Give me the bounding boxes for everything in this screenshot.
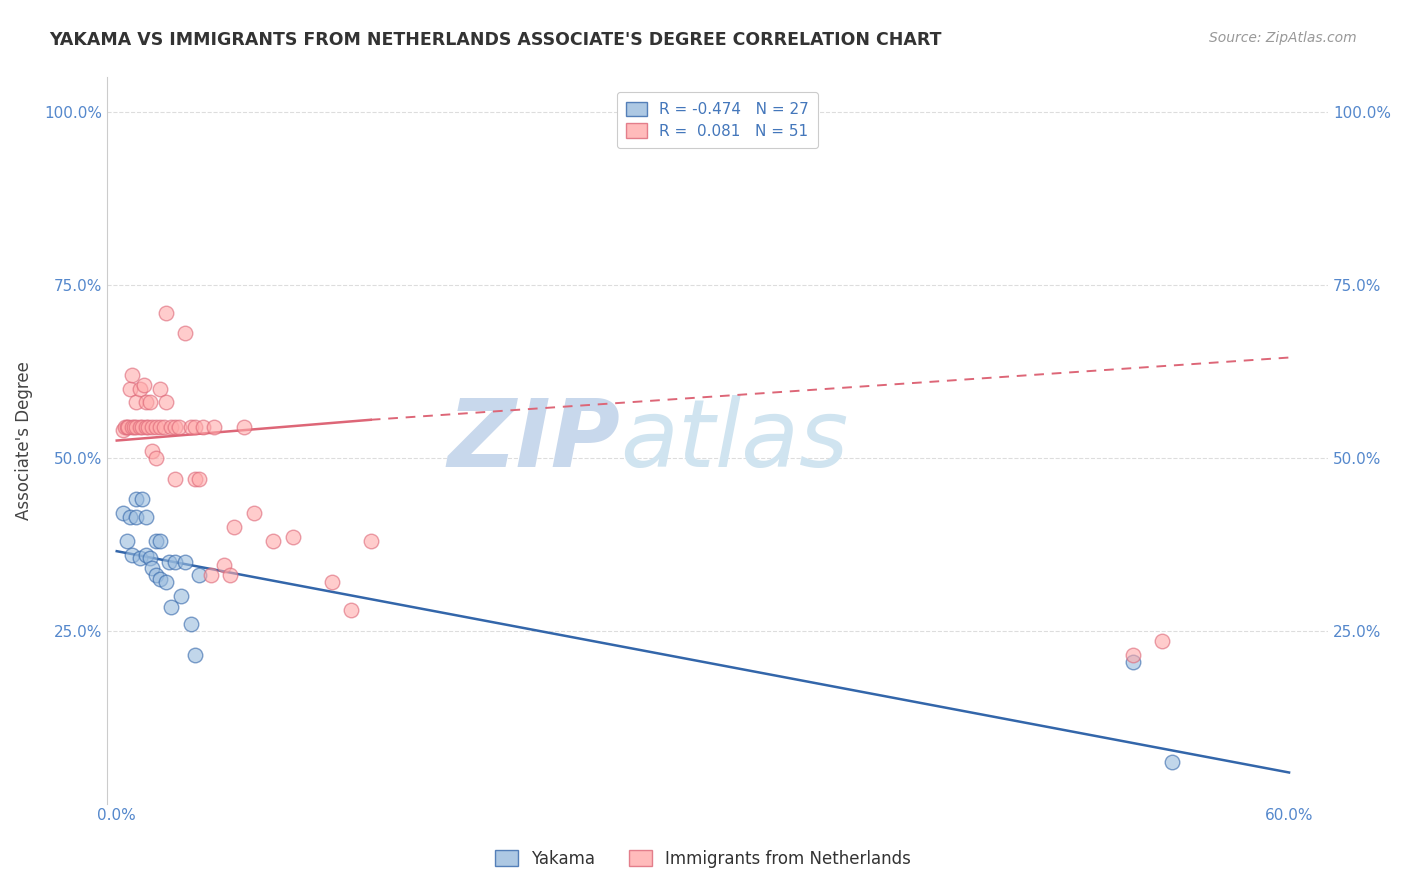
- Point: [200, 568, 222, 582]
- Text: Source: ZipAtlas.com: Source: ZipAtlas.com: [1209, 31, 1357, 45]
- Point: [191, 419, 214, 434]
- Point: [136, 419, 159, 434]
- Point: [131, 492, 153, 507]
- Point: [212, 558, 235, 572]
- Point: [121, 419, 143, 434]
- Point: [169, 419, 191, 434]
- Legend: Yakama, Immigrants from Netherlands: Yakama, Immigrants from Netherlands: [488, 844, 918, 875]
- Point: [121, 368, 143, 382]
- Point: [160, 599, 183, 614]
- Text: ZIP: ZIP: [447, 394, 620, 486]
- Point: [149, 382, 172, 396]
- Point: [125, 395, 148, 409]
- Point: [129, 419, 152, 434]
- Point: [262, 533, 284, 548]
- Point: [155, 305, 177, 319]
- Point: [174, 555, 197, 569]
- Point: [145, 568, 167, 582]
- Point: [321, 575, 343, 590]
- Point: [360, 533, 382, 548]
- Point: [149, 419, 172, 434]
- Point: [1122, 648, 1144, 662]
- Point: [184, 419, 207, 434]
- Point: [125, 509, 148, 524]
- Point: [170, 589, 193, 603]
- Text: atlas: atlas: [620, 395, 848, 486]
- Point: [174, 326, 197, 341]
- Point: [145, 450, 167, 465]
- Point: [141, 419, 163, 434]
- Point: [120, 509, 142, 524]
- Point: [124, 419, 146, 434]
- Point: [165, 419, 187, 434]
- Point: [139, 551, 162, 566]
- Point: [1160, 755, 1182, 769]
- Point: [139, 395, 162, 409]
- Point: [149, 533, 172, 548]
- Point: [232, 419, 254, 434]
- Point: [141, 443, 163, 458]
- Point: [219, 568, 242, 582]
- Point: [121, 548, 143, 562]
- Point: [152, 419, 174, 434]
- Point: [129, 551, 152, 566]
- Point: [117, 419, 139, 434]
- Point: [115, 419, 138, 434]
- Point: [242, 506, 264, 520]
- Point: [125, 492, 148, 507]
- Point: [159, 555, 181, 569]
- Point: [1122, 655, 1144, 669]
- Point: [184, 648, 207, 662]
- Point: [155, 575, 177, 590]
- Point: [281, 530, 304, 544]
- Point: [114, 419, 136, 434]
- Point: [135, 419, 157, 434]
- Point: [145, 533, 167, 548]
- Point: [187, 568, 209, 582]
- Point: [165, 472, 187, 486]
- Point: [131, 419, 153, 434]
- Point: [222, 520, 245, 534]
- Point: [184, 472, 207, 486]
- Point: [115, 533, 138, 548]
- Point: [165, 555, 187, 569]
- Point: [125, 419, 148, 434]
- Point: [141, 561, 163, 575]
- Y-axis label: Associate's Degree: Associate's Degree: [15, 361, 32, 520]
- Point: [149, 572, 172, 586]
- Point: [132, 378, 155, 392]
- Point: [120, 382, 142, 396]
- Point: [180, 616, 202, 631]
- Point: [135, 509, 157, 524]
- Point: [111, 423, 134, 437]
- Point: [111, 506, 134, 520]
- Point: [129, 382, 152, 396]
- Point: [135, 395, 157, 409]
- Point: [187, 472, 209, 486]
- Point: [160, 419, 183, 434]
- Point: [155, 395, 177, 409]
- Legend: R = -0.474   N = 27, R =  0.081   N = 51: R = -0.474 N = 27, R = 0.081 N = 51: [617, 93, 818, 148]
- Text: YAKAMA VS IMMIGRANTS FROM NETHERLANDS ASSOCIATE'S DEGREE CORRELATION CHART: YAKAMA VS IMMIGRANTS FROM NETHERLANDS AS…: [49, 31, 942, 49]
- Point: [145, 419, 167, 434]
- Point: [340, 603, 363, 617]
- Point: [180, 419, 202, 434]
- Point: [204, 419, 226, 434]
- Point: [135, 548, 157, 562]
- Point: [1152, 634, 1174, 648]
